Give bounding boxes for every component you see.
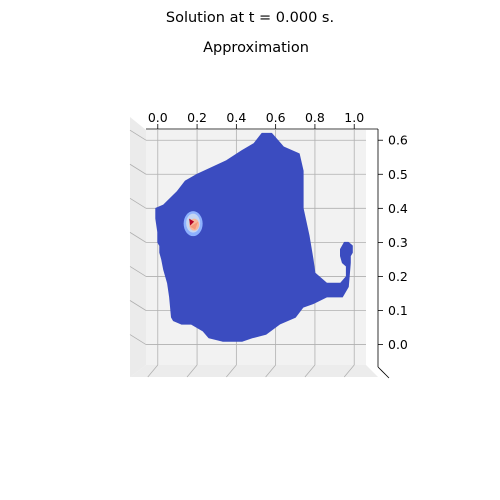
- suptitle: Solution at t = 0.000 s.: [166, 10, 334, 26]
- x-gridline-floor: [304, 364, 316, 378]
- hotspot-warm: [190, 221, 199, 230]
- pane-left: [130, 117, 146, 377]
- x-gridline-floor: [265, 364, 276, 378]
- x-tick-label: 0.4: [226, 110, 246, 125]
- x-tick-label: 0.8: [305, 110, 325, 125]
- y-gridline-side: [129, 129, 147, 141]
- x-ticks: 0.0 0.2 0.4 0.6 0.8 1.0: [148, 110, 364, 129]
- y-tick-label: 0.3: [388, 235, 408, 250]
- surface: [155, 132, 353, 342]
- y-gridline-side: [129, 197, 147, 209]
- y-tick-label: 0.5: [388, 167, 408, 182]
- x-gridline-floor: [186, 364, 198, 378]
- x-gridline-floor: [147, 364, 159, 378]
- x-gridline-floor: [343, 364, 355, 378]
- plot-title: Approximation: [203, 40, 309, 56]
- y-gridline-side: [129, 232, 147, 243]
- y-ticks: 0.0 0.1 0.2 0.3 0.4 0.5 0.6: [378, 133, 408, 352]
- y-gridline-side: [129, 300, 147, 311]
- y-gridline-side: [129, 334, 147, 345]
- y-tick-label: 0.0: [388, 337, 408, 352]
- x-tick-label: 0.6: [266, 110, 286, 125]
- y-gridline-side: [129, 266, 147, 277]
- hotspot-peak: [189, 218, 195, 226]
- y-tick-label: 0.4: [388, 201, 408, 216]
- y-tick-label: 0.6: [388, 133, 408, 148]
- surface-domain: [155, 132, 353, 342]
- x-tick-label: 0.2: [187, 110, 207, 125]
- x-tick-label: 1.0: [344, 110, 364, 125]
- x-tick-label: 0.0: [148, 110, 168, 125]
- x-gridline-floor: [226, 364, 237, 378]
- y-tick-label: 0.2: [388, 269, 408, 284]
- y-tick-label: 0.1: [388, 303, 408, 318]
- pane-bottom: [130, 365, 378, 377]
- z-axis-line: [377, 366, 390, 379]
- axes-3d: 0.0 0.2 0.4 0.6 0.8 1.0 0.0 0.1 0.2 0.3 0.4 0.5 0.6: [129, 110, 408, 379]
- y-gridline-side: [129, 163, 147, 175]
